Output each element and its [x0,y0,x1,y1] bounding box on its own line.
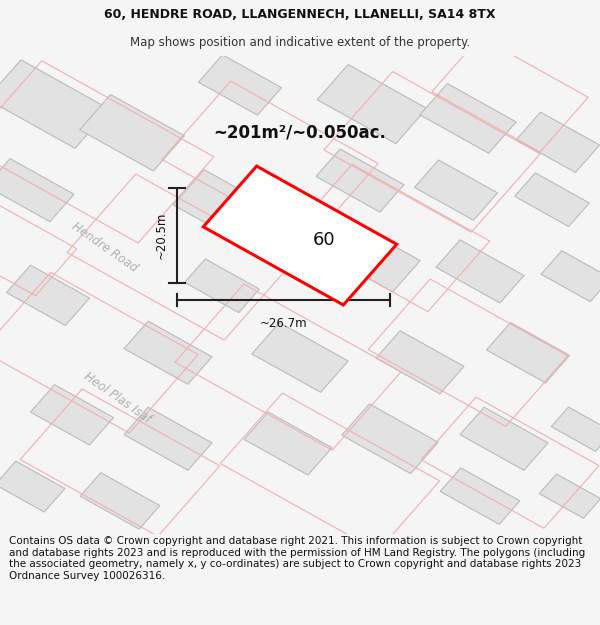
Polygon shape [199,55,281,115]
Polygon shape [0,159,74,222]
Polygon shape [436,240,524,303]
Polygon shape [0,461,65,512]
Text: Hendre Road: Hendre Road [70,220,140,275]
Polygon shape [551,407,600,451]
Polygon shape [342,404,438,474]
Polygon shape [80,472,160,529]
Polygon shape [316,149,404,212]
Polygon shape [244,412,332,475]
Text: Heol Plas Isaf: Heol Plas Isaf [81,370,153,426]
Text: ~201m²/~0.050ac.: ~201m²/~0.050ac. [214,124,386,142]
Polygon shape [517,112,599,173]
Text: Contains OS data © Crown copyright and database right 2021. This information is : Contains OS data © Crown copyright and d… [9,536,585,581]
Text: ~26.7m: ~26.7m [260,317,307,330]
Polygon shape [541,251,600,302]
Polygon shape [0,60,109,148]
Polygon shape [487,322,569,383]
Polygon shape [252,322,348,392]
Text: Map shows position and indicative extent of the property.: Map shows position and indicative extent… [130,36,470,49]
Polygon shape [173,169,283,249]
Text: 60, HENDRE ROAD, LLANGENNECH, LLANELLI, SA14 8TX: 60, HENDRE ROAD, LLANGENNECH, LLANELLI, … [104,8,496,21]
Polygon shape [185,259,259,312]
Polygon shape [376,331,464,394]
Polygon shape [80,94,184,171]
Polygon shape [515,173,589,226]
Polygon shape [440,468,520,524]
Polygon shape [124,408,212,470]
Polygon shape [203,166,397,305]
Polygon shape [539,474,600,518]
Polygon shape [124,321,212,384]
Polygon shape [460,408,548,470]
Text: 60: 60 [313,231,335,249]
Polygon shape [7,265,89,326]
Text: ~20.5m: ~20.5m [155,212,168,259]
Polygon shape [420,84,516,153]
Polygon shape [31,384,113,445]
Polygon shape [415,160,497,220]
Polygon shape [324,222,420,292]
Polygon shape [317,64,427,144]
